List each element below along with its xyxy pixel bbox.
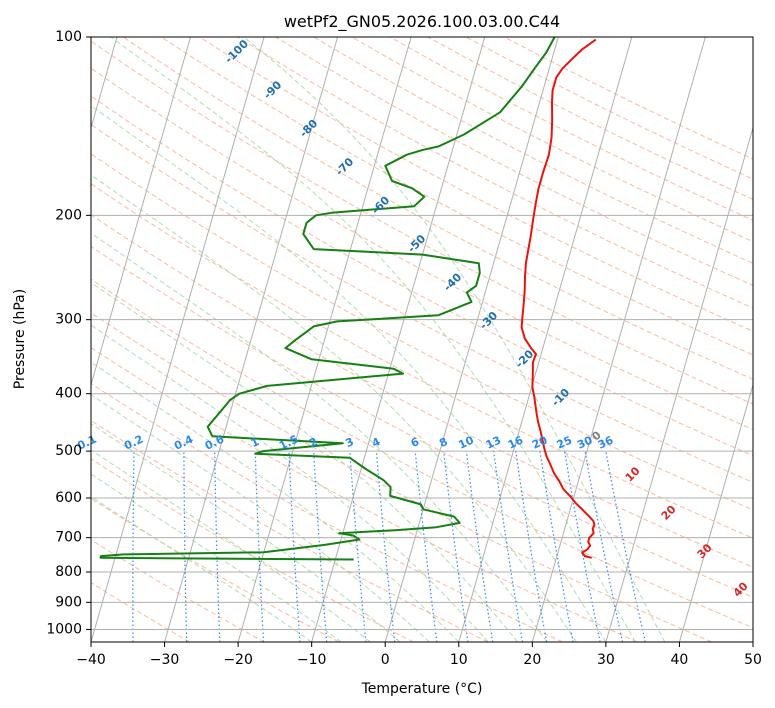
dry-adiabat-line [91,278,753,629]
isotherm-line [384,37,559,642]
moist-adiabat-line [91,394,430,642]
background-lines [83,37,753,642]
isotherm-line [678,383,753,642]
isotherm-line [164,37,339,642]
mixing-ratio-line [493,451,524,642]
y-tick-label: 900 [55,594,82,610]
dry-adiabat-line [91,347,638,642]
x-tick-label: 0 [381,652,390,668]
isotherm-line [91,37,265,642]
y-tick-label: 1000 [46,621,82,637]
y-tick-label: 500 [55,443,82,459]
dry-adiabat-line [91,582,190,642]
dry-adiabat-line [91,458,414,642]
moist-adiabat-line [91,324,489,642]
dry-adiabat-line [91,419,489,642]
x-tick-label: −40 [76,652,106,668]
x-tick-label: 10 [450,652,468,668]
mixing-ratio-line [349,451,367,642]
mixing-ratio-line [465,451,494,642]
dry-adiabat-line [275,37,753,286]
mixing-ratio-line [584,450,624,642]
mixing-ratio-label: 30 [575,433,595,451]
dry-adiabat-line [91,245,753,598]
x-axis-label: Temperature (°C) [361,681,483,697]
x-tick-label: 50 [744,652,762,668]
moist-adiabat-line [91,473,342,642]
mixing-ratio-line [83,451,87,642]
x-tick-label: −10 [297,652,327,668]
y-tick-label: 300 [55,312,82,328]
mixing-ratio-label: 25 [555,434,574,452]
dry-adiabat-line [91,67,753,431]
moist-adiabat-line [91,423,401,642]
x-tick-label: 40 [671,652,689,668]
temperature-profile-line [520,38,597,559]
dry-adiabat-line [91,95,753,457]
y-axis-label: Pressure (hPa) [12,289,28,389]
y-axis-ticks: 100 200 300 400 500 600 700 800 900 1000 [46,29,91,637]
isotherm-line [458,37,633,642]
mixing-ratio-line [605,450,646,642]
plot-background [91,37,753,642]
x-tick-label: 30 [597,652,615,668]
isotherm-line [237,37,412,642]
x-axis-ticks: −40 −30 −20 −10 0 10 20 30 40 50 [76,642,762,668]
mixing-ratio-labels: 0.1 0.2 0.4 0.6 1 1.5 2 3 4 6 8 10 13 16 20 25 30 36 [75,432,615,452]
dry-adiabat-line [91,124,753,483]
isotherm-line [531,37,706,642]
mixing-ratio-line [414,451,438,642]
mixing-ratio-line [443,451,469,642]
moist-adiabat-line [91,361,460,642]
mixing-ratio-line [375,451,396,642]
mixing-ratio-label: 16 [506,433,526,451]
y-tick-label: 200 [55,207,82,223]
moist-adiabat-line [91,232,548,642]
profiles [99,37,597,561]
y-tick-label: 700 [55,530,82,546]
moist-adiabat-line [91,174,577,642]
dry-adiabat-line [91,498,340,642]
isotherm-line [752,640,753,642]
mixing-ratio-label: 10 [456,433,476,451]
moist-adiabat-line [91,105,607,642]
isotherm-line [605,125,753,642]
moist-adiabat-line [243,37,666,642]
pressure-grid [91,37,753,630]
y-tick-label: 600 [55,490,82,506]
mixing-ratio-label: 20 [530,433,550,451]
dry-adiabat-line [91,40,753,405]
dry-adiabat-line [91,183,753,539]
chart-title: wetPf2_GN05.2026.100.03.00.C44 [284,12,560,32]
y-tick-label: 100 [55,29,82,45]
x-tick-label: −30 [150,652,180,668]
dry-adiabat-line [91,382,563,642]
x-tick-label: −20 [223,652,253,668]
mixing-ratio-label: 13 [484,434,503,452]
plot-frame [90,36,754,643]
dry-adiabat-line [237,37,753,309]
mixing-ratio-label: 36 [596,433,616,451]
isotherm-line [91,37,191,387]
dewpoint-profile-line [99,37,556,561]
y-tick-label: 800 [55,564,82,580]
y-tick-label: 400 [55,386,82,402]
mixing-ratio-line [564,450,601,642]
dry-adiabat-line [91,312,713,642]
x-tick-label: 20 [523,652,541,668]
